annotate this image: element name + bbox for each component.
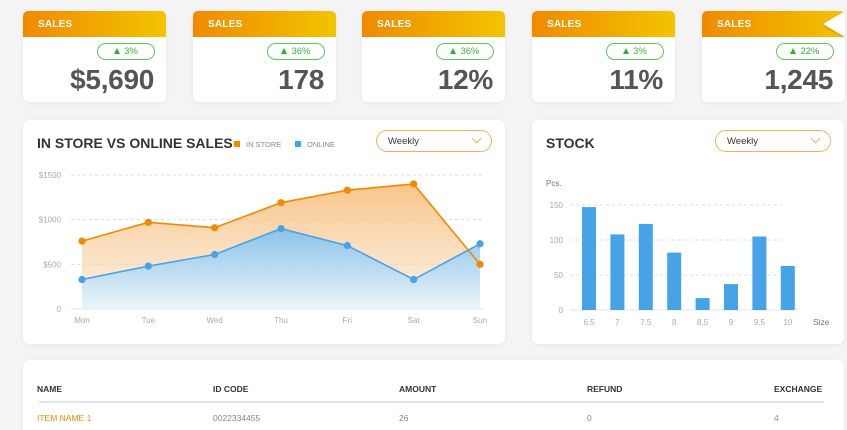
online-swatch-icon	[295, 141, 301, 147]
item-name-link[interactable]: ITEM NAME 1	[37, 413, 92, 423]
bar-size-10[interactable]	[780, 265, 795, 310]
data-point[interactable]	[277, 225, 285, 233]
data-point[interactable]	[211, 224, 219, 232]
kpi-label: SALES	[362, 11, 505, 37]
kpi-card-5: SALES 22% 1,245	[702, 11, 845, 102]
col-header-exchange[interactable]: EXCHANGE	[774, 384, 823, 394]
col-header-id-code[interactable]: ID CODE	[213, 384, 249, 394]
data-point[interactable]	[78, 275, 86, 284]
bar-size-6.5[interactable]	[582, 207, 596, 310]
kpi-card-2: SALES 36% 178	[193, 11, 336, 102]
svg-text:7: 7	[615, 318, 620, 327]
svg-text:6.5: 6.5	[583, 318, 595, 327]
svg-text:Fri: Fri	[343, 316, 353, 325]
svg-text:9: 9	[729, 318, 734, 327]
data-point[interactable]	[144, 262, 152, 270]
kpi-card-1: SALES 3% $5,690	[23, 11, 166, 102]
svg-text:8.5: 8.5	[697, 318, 709, 327]
data-point[interactable]	[78, 237, 86, 245]
ribbon-notch-icon	[823, 11, 845, 37]
kpi-label: SALES	[532, 11, 675, 37]
kpi-label: SALES	[702, 11, 845, 37]
data-point[interactable]	[343, 241, 351, 250]
online-area	[82, 228, 480, 309]
cell-id-code: 0022334455	[213, 413, 261, 423]
kpi-value: 12%	[437, 64, 493, 95]
sales-area-chart: 0 $500 $1000 $1500 Mon Tue Wed Thu Fri Sat Sun	[39, 171, 487, 325]
kpi-card-3: SALES 36% 12%	[362, 11, 505, 102]
change-badge: 22%	[776, 43, 834, 60]
legend-online: ONLINE	[295, 140, 335, 149]
stock-period-dropdown[interactable]: Weekly	[715, 130, 831, 152]
data-point[interactable]	[144, 218, 152, 226]
svg-text:Sun: Sun	[473, 316, 487, 325]
header-divider	[39, 401, 824, 403]
svg-text:50: 50	[554, 271, 563, 280]
bar-size-9.5[interactable]	[752, 236, 767, 311]
sales-period-dropdown[interactable]: Weekly	[376, 130, 492, 152]
svg-text:Mon: Mon	[74, 316, 90, 325]
svg-text:Pcs.: Pcs.	[546, 179, 562, 188]
stock-chart-title: STOCK	[546, 135, 595, 151]
cell-amount: 26	[399, 413, 409, 423]
arrow-up-icon	[281, 48, 288, 54]
svg-text:Thu: Thu	[274, 316, 288, 325]
change-badge: 36%	[436, 43, 494, 60]
data-point[interactable]	[410, 180, 418, 188]
bar-size-8.5[interactable]	[695, 298, 710, 310]
data-point[interactable]	[410, 275, 418, 284]
kpi-value: 11%	[609, 64, 663, 95]
svg-text:Tue: Tue	[142, 316, 156, 325]
data-point[interactable]	[343, 186, 351, 194]
data-point[interactable]	[476, 260, 484, 268]
svg-text:Size: Size	[813, 317, 830, 327]
data-point[interactable]	[211, 250, 219, 259]
stock-chart-card: STOCK Weekly Pcs. Size 0 50 100 150 6.5 7 7.5…	[532, 120, 844, 344]
svg-text:$500: $500	[43, 260, 61, 269]
svg-text:Sat: Sat	[408, 316, 421, 325]
svg-text:9.5: 9.5	[754, 318, 766, 327]
cell-exchange: 4	[774, 413, 779, 423]
stock-bar-chart: Pcs. Size 0 50 100 150 6.5 7 7.5 8 8.5 9 9.5 10	[546, 179, 830, 327]
legend-in-store: IN STORE	[234, 140, 281, 149]
data-point[interactable]	[476, 240, 484, 248]
svg-text:0: 0	[559, 306, 564, 315]
col-header-amount[interactable]: AMOUNT	[399, 384, 437, 394]
bar-size-7.5[interactable]	[638, 223, 653, 310]
svg-text:100: 100	[550, 236, 564, 245]
cell-refund: 0	[587, 413, 592, 423]
svg-text:8: 8	[672, 318, 677, 327]
arrow-up-icon	[114, 48, 121, 54]
in-store-swatch-icon	[234, 141, 240, 147]
bar-size-7[interactable]	[610, 234, 625, 310]
kpi-value: $5,690	[70, 64, 154, 95]
svg-text:150: 150	[550, 201, 564, 210]
bar-size-9[interactable]	[724, 284, 738, 310]
kpi-label: SALES	[23, 11, 166, 37]
kpi-card-4: SALES 3% 11%	[532, 11, 675, 102]
kpi-value: 1,245	[764, 64, 833, 95]
svg-text:0: 0	[57, 305, 62, 314]
col-header-refund[interactable]: REFUND	[587, 384, 623, 394]
arrow-up-icon	[790, 48, 797, 54]
bar-size-8[interactable]	[667, 252, 682, 310]
sales-chart-card: IN STORE VS ONLINE SALES IN STORE ONLINE…	[23, 120, 505, 344]
svg-text:$1500: $1500	[39, 171, 62, 180]
svg-text:7.5: 7.5	[640, 318, 652, 327]
sales-chart-title: IN STORE VS ONLINE SALES	[37, 135, 233, 151]
kpi-label: SALES	[193, 11, 336, 37]
kpi-value: 178	[278, 64, 324, 95]
change-badge: 3%	[606, 43, 664, 60]
svg-text:Wed: Wed	[207, 316, 223, 325]
svg-text:$1000: $1000	[39, 216, 62, 225]
arrow-up-icon	[450, 48, 457, 54]
svg-text:10: 10	[783, 318, 792, 327]
arrow-up-icon	[623, 48, 630, 54]
items-table: NAME ID CODE AMOUNT REFUND EXCHANGE ITEM…	[23, 360, 844, 430]
change-badge: 36%	[267, 43, 325, 60]
col-header-name[interactable]: NAME	[37, 384, 63, 394]
change-badge: 3%	[97, 43, 155, 60]
data-point[interactable]	[277, 199, 285, 207]
